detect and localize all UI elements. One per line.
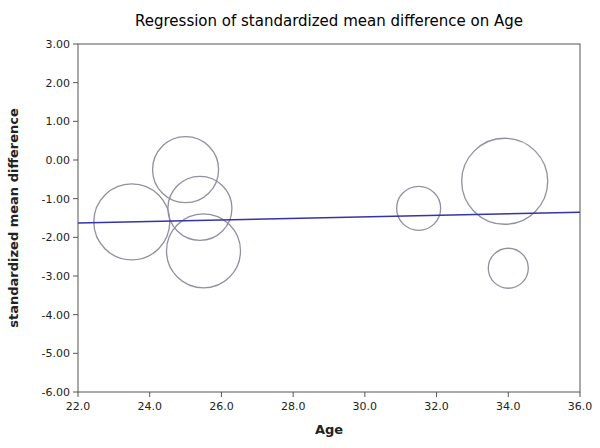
x-tick xyxy=(580,392,581,397)
chart: 22.0 24.0 26.0 28.0 30.0 32.0 34.0 36.0 3.00 2.00… xyxy=(0,0,600,448)
x-tick xyxy=(436,392,437,397)
x-tick-label: 32.0 xyxy=(424,400,449,413)
y-tick xyxy=(73,276,78,277)
bubble xyxy=(153,137,219,203)
y-tick xyxy=(73,82,78,83)
y-tick xyxy=(73,160,78,161)
x-tick-label: 26.0 xyxy=(209,400,234,413)
bubble xyxy=(462,138,548,224)
y-tick-label: -2.00 xyxy=(42,231,70,244)
plot-frame xyxy=(78,44,580,392)
y-tick-label: 2.00 xyxy=(46,77,71,90)
x-tick xyxy=(364,392,365,397)
x-tick-label: 24.0 xyxy=(137,400,162,413)
x-tick xyxy=(221,392,222,397)
y-tick xyxy=(73,44,78,45)
y-tick xyxy=(73,392,78,393)
y-tick-label: 0.00 xyxy=(46,154,71,167)
y-axis-label: standardized mean difference xyxy=(6,108,21,328)
x-tick xyxy=(293,392,294,397)
x-tick-label: 36.0 xyxy=(568,400,593,413)
y-tick-label: -3.00 xyxy=(42,270,70,283)
x-tick xyxy=(78,392,79,397)
y-tick-label: -4.00 xyxy=(42,309,70,322)
bubble xyxy=(167,214,241,288)
y-tick xyxy=(73,314,78,315)
y-tick-label: 1.00 xyxy=(46,115,71,128)
marks xyxy=(78,137,580,289)
bubble xyxy=(168,176,232,240)
y-tick-label: 3.00 xyxy=(46,38,71,51)
x-tick-label: 28.0 xyxy=(281,400,306,413)
bubble xyxy=(488,248,528,288)
title: Regression of standardized mean differen… xyxy=(135,12,523,30)
x-axis-label: Age xyxy=(315,422,343,437)
bubble xyxy=(397,186,441,230)
x-axis: 22.0 24.0 26.0 28.0 30.0 32.0 34.0 36.0 xyxy=(66,392,593,413)
x-tick-label: 22.0 xyxy=(66,400,91,413)
x-tick xyxy=(508,392,509,397)
y-axis: 3.00 2.00 1.00 0.00 -1.00 -2.00 -3.00 -4.00 -5.0… xyxy=(42,38,78,399)
y-tick-label: -5.00 xyxy=(42,347,70,360)
y-tick xyxy=(73,237,78,238)
y-tick-label: -1.00 xyxy=(42,193,70,206)
x-tick-label: 30.0 xyxy=(353,400,378,413)
y-tick xyxy=(73,198,78,199)
x-tick xyxy=(149,392,150,397)
y-tick-label: -6.00 xyxy=(42,386,70,399)
x-tick-label: 34.0 xyxy=(496,400,521,413)
y-tick xyxy=(73,353,78,354)
y-tick xyxy=(73,121,78,122)
regression-line xyxy=(78,212,580,223)
